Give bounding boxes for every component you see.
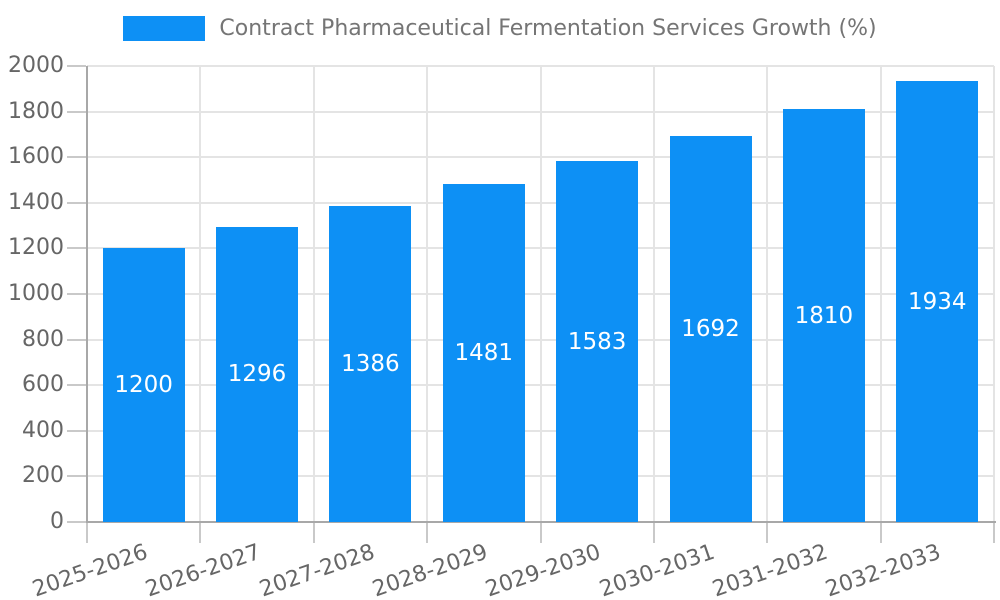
y-tick-label: 800 [22,326,64,352]
x-axis-tick [426,523,429,543]
x-axis-tick [766,523,769,543]
bar-value-label: 1692 [681,316,740,343]
x-axis-tick [993,523,995,543]
y-axis-tick [67,110,86,113]
bar-value-label: 1934 [908,288,967,315]
x-gridline [312,66,315,522]
bar-value-label: 1386 [341,350,400,377]
bar [782,109,865,522]
legend-swatch-icon [123,16,206,41]
y-axis-tick [67,247,86,250]
x-gridline [766,66,769,522]
x-gridline [426,66,429,522]
y-tick-label: 1400 [8,189,64,215]
y-tick-label: 1800 [8,98,64,124]
x-gridline [879,66,882,522]
x-axis-tick [539,523,542,543]
y-tick-label: 0 [50,509,64,534]
y-tick-label: 600 [22,372,64,398]
y-axis-line [86,66,88,523]
bar [442,184,525,522]
y-axis-tick [67,475,86,478]
x-axis-tick [199,523,202,543]
bar-value-label: 1481 [454,340,514,367]
y-tick-label: 1000 [8,281,64,306]
y-tick-label: 200 [22,463,64,489]
y-tick-label: 1200 [8,235,64,261]
bar [102,248,185,522]
x-tick-label: 2025-2026 [29,539,151,600]
x-gridline [652,66,655,522]
y-axis-tick [67,65,86,67]
legend-label: Contract Pharmaceutical Fermentation Ser… [219,16,877,41]
x-axis-tick [86,523,88,543]
x-gridline [539,66,542,522]
y-tick-label: 2000 [8,53,64,78]
y-axis-tick [67,201,86,204]
bar-value-label: 1296 [227,361,287,388]
y-axis-tick [67,156,86,159]
x-tick-label: 2028-2029 [369,539,491,600]
bar-value-label: 1200 [114,372,173,399]
x-tick-label: 2032-2033 [822,539,945,600]
x-tick-label: 2031-2032 [709,539,832,600]
x-tick-label: 2029-2030 [482,539,605,600]
bar-value-label: 1810 [794,302,854,329]
chart-legend[interactable]: Contract Pharmaceutical Fermentation Ser… [0,16,1000,41]
x-axis-tick [879,523,882,543]
x-axis-tick [312,523,315,543]
x-tick-label: 2026-2027 [142,539,265,600]
x-axis-tick [652,523,655,543]
bar [669,136,752,522]
y-axis-tick [67,384,86,387]
y-tick-label: 1600 [8,144,64,170]
x-tick-label: 2027-2028 [255,539,378,600]
x-tick-label: 2030-2031 [596,539,718,600]
bar [216,226,299,522]
x-axis-line [86,521,996,523]
bar [896,81,979,522]
y-axis-tick [67,293,86,295]
y-axis-tick [67,338,86,341]
y-tick-label: 400 [22,417,64,443]
bar [329,205,412,522]
bar-value-label: 1583 [567,328,627,355]
y-axis-tick [67,521,86,523]
bar [556,161,639,522]
x-gridline [993,66,995,522]
y-axis-tick [67,429,86,432]
x-gridline [199,66,202,522]
